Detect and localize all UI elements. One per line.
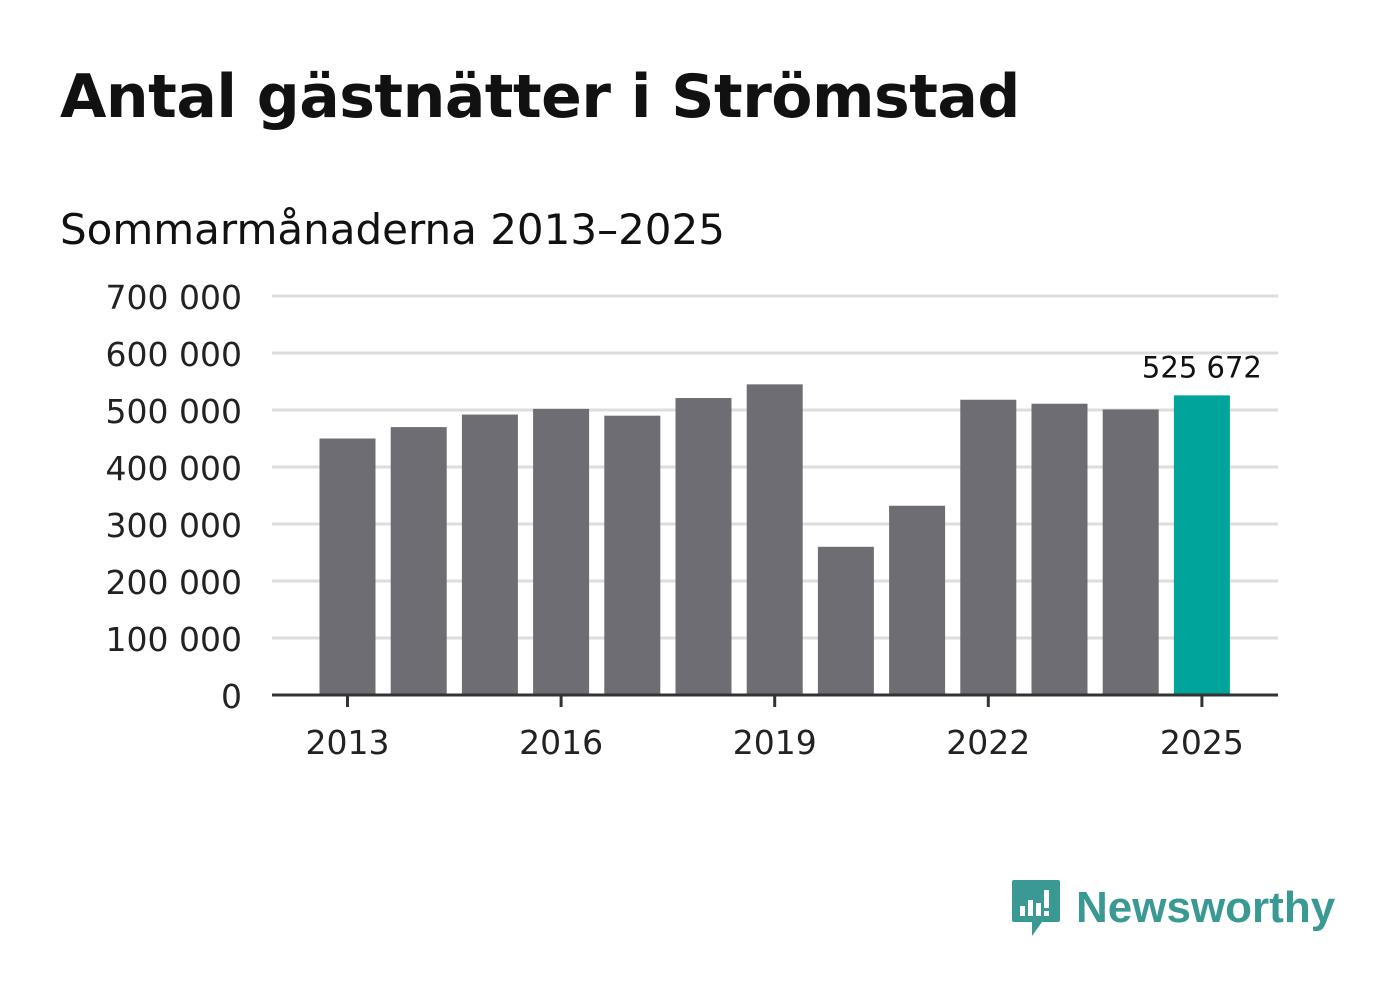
y-tick-label: 100 000 xyxy=(106,620,242,659)
bar-2022 xyxy=(960,399,1017,695)
newsworthy-logo-icon xyxy=(1012,880,1060,936)
y-tick-label: 400 000 xyxy=(106,449,242,488)
bar-2013 xyxy=(319,438,376,695)
y-tick-label: 600 000 xyxy=(106,335,242,374)
y-tick-label: 300 000 xyxy=(106,506,242,545)
brand-name: Newsworthy xyxy=(1076,883,1336,932)
x-tick-label: 2013 xyxy=(306,723,390,762)
bar-2020 xyxy=(817,546,874,695)
bars xyxy=(319,384,1230,695)
x-tick-label: 2019 xyxy=(733,723,817,762)
y-tick-label: 700 000 xyxy=(106,278,242,317)
brand-logo: Newsworthy xyxy=(1010,878,1335,938)
axes xyxy=(272,693,1278,707)
bar-2024 xyxy=(1102,409,1159,695)
x-tick-label: 2022 xyxy=(946,723,1030,762)
bar-2014 xyxy=(390,427,447,695)
bar-2016 xyxy=(533,408,590,695)
bar-2017 xyxy=(604,415,661,695)
y-tick-label: 0 xyxy=(221,677,242,716)
x-tick-label: 2025 xyxy=(1160,723,1244,762)
y-tick-label: 200 000 xyxy=(106,563,242,602)
y-tick-label: 500 000 xyxy=(106,392,242,431)
x-tick-label: 2016 xyxy=(519,723,603,762)
chart-subtitle: Sommarmånaderna 2013–2025 xyxy=(60,205,725,254)
bar-2015 xyxy=(461,414,518,695)
bar-2019 xyxy=(746,384,803,695)
bar-2023 xyxy=(1031,403,1088,695)
bar-2018 xyxy=(675,398,732,695)
bar-2021 xyxy=(889,505,946,695)
labels: 0 100 000 200 000 300 000 400 000 500 000 600 … xyxy=(106,278,1262,762)
chart-title: Antal gästnätter i Strömstad xyxy=(60,62,1020,132)
data-label-2025: 525 672 xyxy=(1142,350,1262,384)
bar-2025 xyxy=(1173,395,1230,695)
